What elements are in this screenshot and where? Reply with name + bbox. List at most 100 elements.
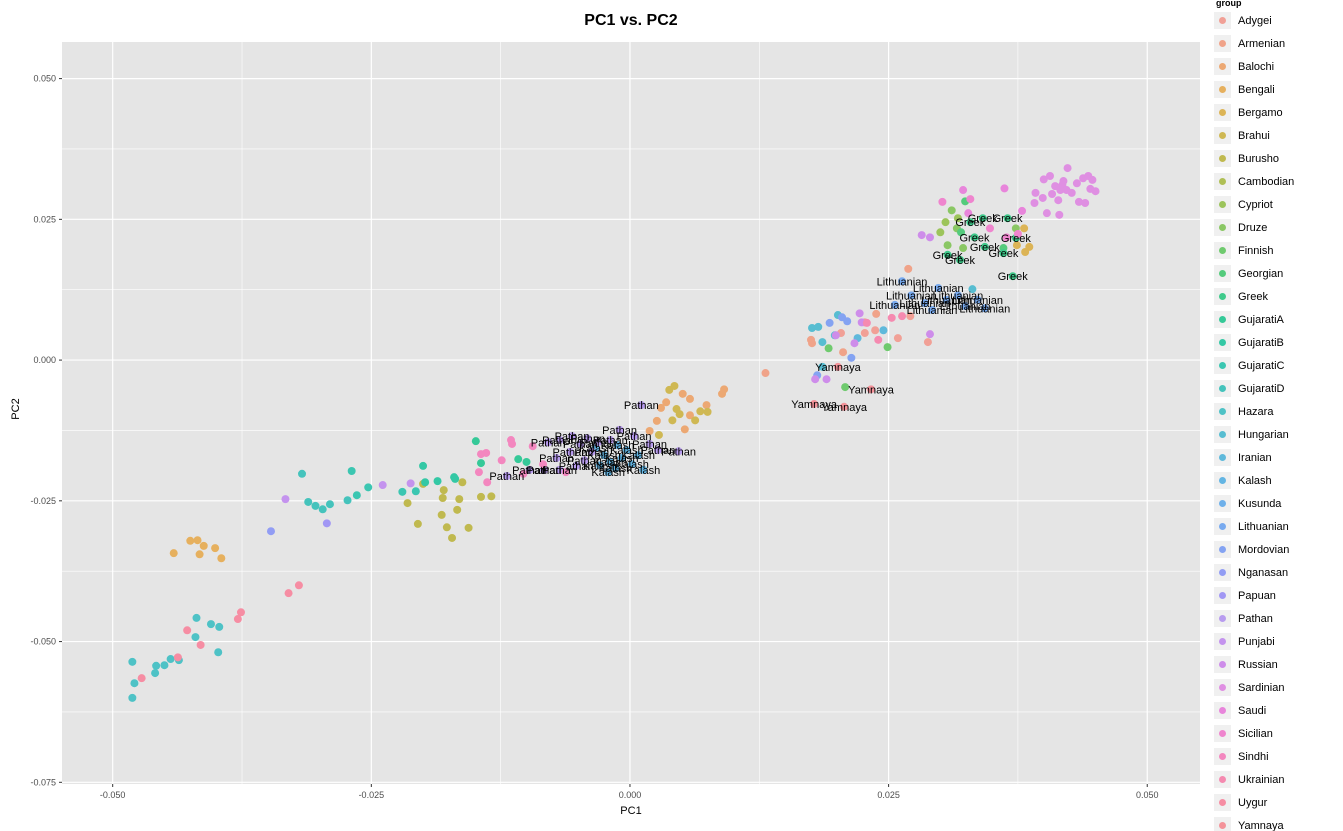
data-point: [455, 495, 464, 504]
data-point: [822, 375, 831, 384]
data-point: [634, 451, 643, 460]
data-point: [941, 218, 950, 227]
data-point: [568, 432, 577, 441]
data-point: [938, 197, 947, 206]
legend-key: [1214, 610, 1231, 627]
data-point: [343, 496, 352, 505]
legend-key: [1214, 127, 1231, 144]
data-point: [151, 669, 160, 678]
point-label: Pathan: [602, 425, 637, 437]
data-point: [192, 613, 201, 622]
point-label: Pathan: [580, 437, 615, 449]
data-point: [606, 457, 615, 466]
data-point: [236, 608, 245, 617]
data-point: [604, 468, 613, 477]
legend-item-label: Iranian: [1238, 451, 1272, 464]
data-point: [980, 242, 989, 251]
legend-key: [1214, 150, 1231, 167]
legend-key-dot: [1219, 822, 1226, 829]
series-Nganasan: [266, 527, 275, 536]
data-point: [653, 446, 662, 455]
data-point: [580, 456, 589, 465]
legend-item-label: Kalash: [1238, 474, 1272, 487]
data-point: [855, 309, 864, 318]
data-point: [959, 244, 968, 253]
series-Ukrainian: [862, 312, 907, 344]
series-Sardinian: [1030, 164, 1100, 219]
legend-item-Kalash: Kalash: [1214, 469, 1342, 492]
legend-item-Finnish: Finnish: [1214, 239, 1342, 262]
data-point: [1000, 184, 1009, 193]
legend-item-label: Mordovian: [1238, 543, 1290, 556]
series-Saudi: [959, 184, 1027, 218]
point-label: Pathan: [563, 439, 598, 451]
legend-item-label: Burusho: [1238, 152, 1279, 165]
legend-key: [1214, 495, 1231, 512]
data-point: [936, 228, 945, 237]
legend-key-dot: [1219, 362, 1226, 369]
data-point: [890, 300, 899, 309]
series-Kalash: [591, 441, 648, 477]
data-point: [193, 536, 202, 545]
legend-key: [1214, 426, 1231, 443]
data-point: [266, 527, 275, 536]
data-point: [675, 410, 684, 419]
series-Iranian: [853, 326, 888, 343]
series-Cypriot: [936, 214, 962, 237]
data-point: [818, 338, 827, 347]
data-point: [622, 446, 631, 455]
legend: group Adygei Armenian Balochi Bengali Bergam…: [1214, 0, 1342, 831]
data-point: [615, 425, 624, 434]
legend-item-label: Bengali: [1238, 83, 1275, 96]
legend-key: [1214, 656, 1231, 673]
data-point: [525, 465, 534, 474]
legend-item-label: Ukrainian: [1238, 773, 1285, 786]
legend-key-dot: [1219, 799, 1226, 806]
data-point: [522, 457, 531, 466]
data-point: [887, 313, 896, 322]
point-label: Kalash: [583, 460, 617, 472]
data-point: [961, 302, 970, 311]
data-point: [957, 228, 966, 237]
legend-item-label: Armenian: [1238, 37, 1286, 50]
data-point: [645, 427, 654, 436]
data-point: [953, 291, 962, 300]
data-point: [186, 536, 195, 545]
point-labels: GreekGreekGreekGreekGreekGreekGreekGreek…: [489, 213, 1031, 483]
data-point: [617, 454, 626, 463]
series-Greek: [943, 214, 1020, 281]
legend-item-label: Cypriot: [1238, 198, 1273, 211]
point-label: Pathan: [661, 446, 696, 458]
data-point: [872, 309, 881, 318]
data-point: [1081, 199, 1090, 208]
point-label: Lithuanian: [899, 298, 950, 310]
series-Finnish: [824, 343, 892, 392]
point-label: Kalash: [627, 465, 661, 477]
point-label: Pathan: [624, 400, 659, 412]
data-point: [606, 436, 615, 445]
data-point: [294, 581, 303, 590]
series-Brahui: [654, 381, 712, 439]
point-label: Lithuanian: [933, 290, 984, 302]
data-point: [980, 304, 989, 313]
data-point: [925, 330, 934, 339]
series-Papuan: [322, 519, 331, 528]
legend-item-label: Bergamo: [1238, 106, 1283, 119]
legend-key: [1214, 311, 1231, 328]
data-point: [825, 318, 834, 327]
legend-item-label: Hungarian: [1238, 428, 1289, 441]
data-point: [169, 549, 178, 558]
legend-item-Sicilian: Sicilian: [1214, 722, 1342, 745]
data-point: [925, 233, 934, 242]
legend-key: [1214, 35, 1231, 52]
data-point: [555, 436, 564, 445]
legend-key-dot: [1219, 523, 1226, 530]
series-Adygei: [837, 312, 932, 347]
data-point: [966, 195, 975, 204]
data-point: [1039, 175, 1048, 184]
point-label: Pathan: [531, 437, 566, 449]
legend-key: [1214, 380, 1231, 397]
point-label: Lithuanian: [869, 300, 920, 312]
series-GujaratiB: [419, 461, 460, 487]
